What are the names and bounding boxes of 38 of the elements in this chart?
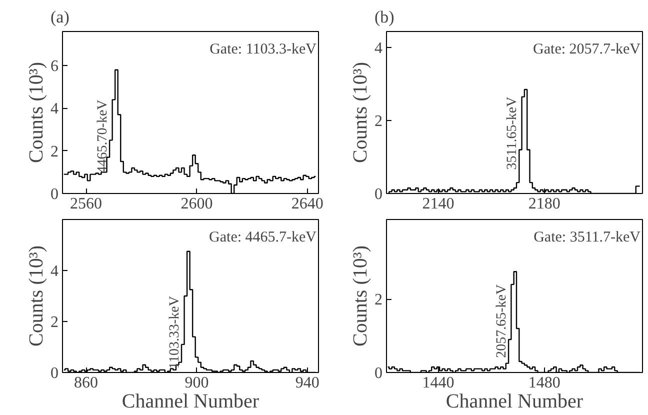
x-tick-label: 2600 bbox=[180, 196, 213, 212]
annotation: 3511.65-keV bbox=[505, 96, 520, 170]
y-tick-label: 4 bbox=[374, 40, 382, 58]
y-tick-label: 2 bbox=[374, 113, 382, 130]
y-axis-title: Counts (10³) bbox=[26, 246, 48, 346]
annotation: Gate: 3511.7-keV bbox=[534, 230, 641, 246]
x-tick-label: 2180 bbox=[528, 196, 560, 212]
y-tick-label: 0 bbox=[50, 186, 58, 203]
x-tick-label: 2560 bbox=[70, 196, 102, 212]
x-tick-label: 860 bbox=[74, 374, 98, 392]
y-axis-title: Counts (10³) bbox=[350, 62, 372, 163]
y-axis-title: Counts (10³) bbox=[350, 246, 372, 346]
y-tick-label: 6 bbox=[50, 58, 58, 76]
annotation: 4465.70-keV bbox=[96, 100, 111, 174]
chart-title: (a) bbox=[50, 8, 70, 26]
y-tick-label: 4 bbox=[50, 263, 58, 280]
y-tick-label: 0 bbox=[374, 186, 382, 203]
annotation: Gate: 2057.7-keV bbox=[533, 42, 641, 58]
annotation: Gate: 4465.7-keV bbox=[209, 230, 317, 246]
y-tick-label: 0 bbox=[374, 365, 382, 382]
x-tick-label: 2640 bbox=[291, 196, 324, 212]
annotation: Gate: 1103.3-keV bbox=[210, 42, 317, 58]
x-tick-label: 900 bbox=[184, 374, 209, 392]
y-tick-label: 2 bbox=[374, 292, 382, 309]
chart-title: (b) bbox=[374, 8, 394, 26]
y-axis-title: Counts (10³) bbox=[26, 62, 48, 163]
y-tick-label: 2 bbox=[50, 143, 58, 160]
x-tick-label: 940 bbox=[295, 374, 320, 392]
y-tick-label: 2 bbox=[50, 314, 58, 331]
x-axis-title: Channel Number bbox=[122, 390, 260, 412]
x-axis-title: Channel Number bbox=[446, 390, 584, 412]
annotation: 2057.65-keV bbox=[494, 284, 510, 358]
x-tick-label: 1480 bbox=[528, 374, 560, 392]
y-tick-label: 0 bbox=[50, 365, 58, 382]
annotation: 1103.33-keV bbox=[168, 296, 183, 369]
x-tick-label: 1440 bbox=[422, 374, 454, 392]
x-tick-label: 2140 bbox=[422, 196, 454, 212]
y-tick-label: 4 bbox=[50, 100, 58, 118]
